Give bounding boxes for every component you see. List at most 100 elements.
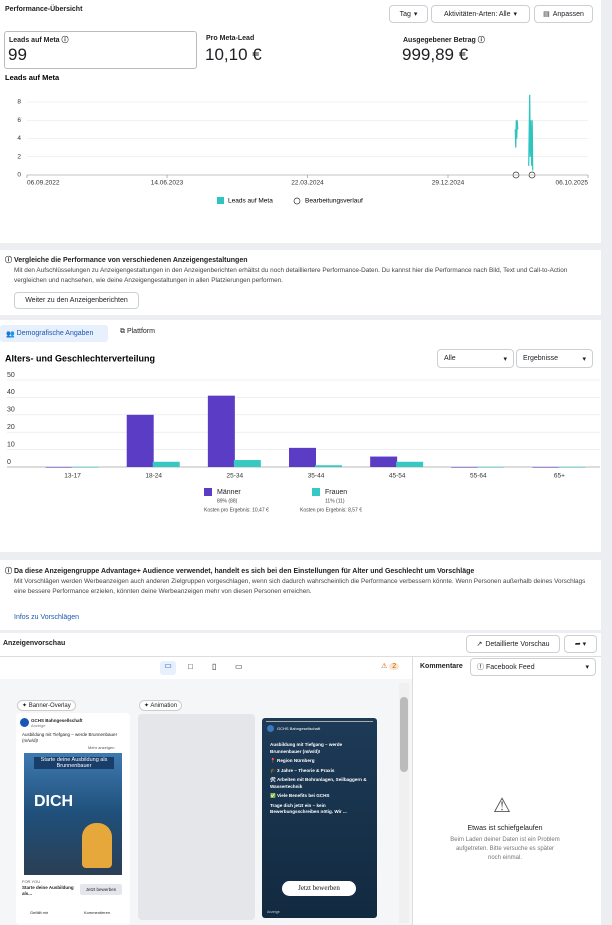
bar xyxy=(451,467,479,468)
comments-label: Kommentare xyxy=(420,663,463,670)
button[interactable]: ➦ ▾ xyxy=(564,635,597,653)
scroll-thumb[interactable] xyxy=(400,697,408,772)
button[interactable]: Tag ▾ xyxy=(389,5,428,23)
chart-title: Alters- und Geschlechterverteilung xyxy=(5,353,155,363)
notice-title: ⓘ Da diese Anzeigengruppe Advantage+ Aud… xyxy=(5,568,475,575)
demographics-panel: 👥 Demografische Angaben ⧉ Plattform Alle… xyxy=(0,320,601,552)
dropdown[interactable]: Ergebnisse ▾ xyxy=(516,349,593,368)
scrollbar xyxy=(399,683,409,923)
view-toggle[interactable]: ▭ xyxy=(235,662,243,671)
line-chart: Leads auf Meta Leads auf Meta Bearbeitun… xyxy=(5,73,588,205)
format-label: Banner-Overlay xyxy=(28,703,71,709)
error-text: Beim Laden deiner Daten ist ein Problem … xyxy=(450,837,560,861)
link[interactable]: Infos zu Vorschlägen xyxy=(14,614,79,621)
x-tick-label: 65+ xyxy=(554,473,565,480)
legend-cost: Kosten pro Ergebnis: 10,47 € xyxy=(204,507,269,513)
metric-label-text: Ausgegebener Betrag xyxy=(403,37,476,44)
tab[interactable]: ⧉ Plattform xyxy=(120,328,155,335)
ad-action[interactable]: Kommentieren xyxy=(84,910,111,915)
bar xyxy=(289,447,316,467)
y-tick-label: 0 xyxy=(17,172,21,179)
view-toggle[interactable]: ▯ xyxy=(212,662,217,671)
metric-value: 999,89 € xyxy=(402,45,469,64)
ad-more: Mehr anzeigen xyxy=(88,745,115,750)
dropdown[interactable]: Alle ▾ xyxy=(437,349,514,368)
bar-chart: Alters- und Geschlechterverteilung 0 10 20… xyxy=(5,353,600,513)
warning-icon[interactable]: ⚠ 2 xyxy=(381,662,400,670)
metric-value: 10,10 € xyxy=(205,45,262,64)
warning-count: 2 xyxy=(389,663,400,670)
metric-card[interactable] xyxy=(4,31,197,69)
legend-label: Leads auf Meta xyxy=(228,198,273,205)
story-cta[interactable]: Jetzt bewerben xyxy=(282,881,356,896)
compare-panel: ⓘ Vergleiche die Performance von verschi… xyxy=(0,250,601,315)
y-tick-label: 40 xyxy=(7,389,15,396)
metric-label: Pro Meta-Lead xyxy=(206,35,255,42)
y-tick-label: 0 xyxy=(7,459,11,466)
x-tick-label: 13-17 xyxy=(64,473,81,480)
dropdown-label: Alle xyxy=(444,355,456,362)
y-tick-label: 20 xyxy=(7,424,15,431)
bar xyxy=(532,467,560,468)
bar xyxy=(126,414,154,467)
overview-panel: Performance-Übersicht Tag ▾ Aktivitäten-A… xyxy=(0,0,601,243)
legend-swatch xyxy=(312,488,320,496)
legend-cost: Kosten pro Ergebnis: 8,57 € xyxy=(300,507,362,513)
button-label: Aktivitäten-Arten: Alle xyxy=(443,10,511,18)
notice-text: Mit Vorschlägen werden Werbeanzeigen auc… xyxy=(14,578,586,595)
ad-domain: FOR YOU xyxy=(22,879,41,884)
story-line: 🛠 Arbeiten mit Bohranlagen, Seilbaggern … xyxy=(270,777,367,789)
divider xyxy=(0,656,601,657)
ad-image-headline: DICH xyxy=(34,793,74,810)
preview-panel: Anzeigenvorschau ↗ Detaillierte Vorschau… xyxy=(0,633,601,925)
bar xyxy=(370,456,398,467)
x-tick-label: 14.06.2023 xyxy=(151,180,184,187)
panel-title: Performance-Übersicht xyxy=(5,6,83,13)
ad-cta[interactable]: Jetzt bewerben xyxy=(80,884,122,895)
bar xyxy=(71,467,99,468)
ad-action[interactable]: Gefällt mir xyxy=(30,910,49,915)
ad-sponsored: Anzeige xyxy=(267,910,280,914)
legend-swatch xyxy=(204,488,212,496)
bar xyxy=(396,461,424,467)
button-label: Anpassen xyxy=(552,10,584,18)
story-text: Ausbildung mit Tiefgang – werde Brunnenb… xyxy=(270,742,368,819)
caret: ▾ xyxy=(503,355,507,363)
button[interactable]: ↗ Detaillierte Vorschau xyxy=(466,635,560,653)
view-toggle[interactable]: □ xyxy=(188,662,193,671)
dropdown-label: Facebook Feed xyxy=(485,664,535,671)
format-label: Animation xyxy=(150,703,178,709)
tab-label: Plattform xyxy=(126,328,155,335)
button[interactable]: ▤ Anpassen xyxy=(534,5,593,23)
dropdown[interactable]: ⓕ Facebook Feed ▾ xyxy=(470,658,596,676)
legend-share: 89% (88) xyxy=(217,498,238,504)
x-tick-label: 35-44 xyxy=(308,473,325,480)
preview-placeholder xyxy=(138,714,255,920)
legend-label: Bearbeitungsverlauf xyxy=(305,198,363,205)
x-tick-label: 22.03.2024 xyxy=(291,180,324,187)
view-toggle[interactable]: ▭ xyxy=(160,661,176,675)
legend-label: Männer xyxy=(217,489,241,496)
metric-label: Ausgegebener Betrag ⓘ xyxy=(403,37,485,44)
story-line: 🎓 3 Jahre – Theorie & Praxis xyxy=(270,767,335,773)
button[interactable]: Weiter zu den Anzeigenberichten xyxy=(14,292,139,309)
legend-icon xyxy=(293,197,301,205)
bar xyxy=(152,461,180,467)
error-icon: ⚠ xyxy=(493,795,511,817)
tab-active[interactable]: 👥 Demografische Angaben xyxy=(0,325,108,342)
legend-label: Frauen xyxy=(325,489,347,496)
metric-value: 99 xyxy=(8,45,27,64)
button-label: Tag xyxy=(399,10,411,18)
ad-page: GCHS Bahngesellschaft xyxy=(277,726,321,731)
button[interactable]: Aktivitäten-Arten: Alle ▾ xyxy=(431,5,530,23)
y-tick-label: 8 xyxy=(17,99,21,106)
x-tick-label: 06.09.2022 xyxy=(27,180,60,187)
notice-title-text: Vergleiche die Performance von verschied… xyxy=(13,257,248,264)
icon: ▤ xyxy=(543,11,550,18)
bar xyxy=(207,395,235,467)
error-title: Etwas ist schiefgelaufen xyxy=(467,825,543,832)
story-line: ✅ Viele Benefits bei GCHS xyxy=(270,793,330,798)
ad-page: GCHS Bahngesellschaft xyxy=(31,718,83,723)
y-tick-label: 50 xyxy=(7,372,15,379)
